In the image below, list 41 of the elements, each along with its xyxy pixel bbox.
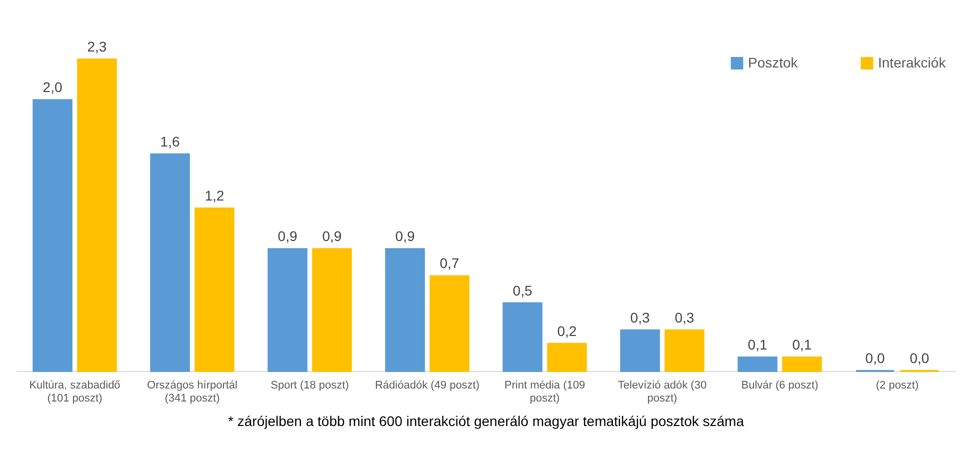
bar <box>385 248 425 372</box>
data-label: 0,1 <box>792 336 812 352</box>
data-label: 1,6 <box>160 133 180 150</box>
data-label: 0,9 <box>278 228 298 244</box>
legend-label: Interakciók <box>878 54 947 70</box>
bar <box>430 275 470 372</box>
bar <box>312 248 352 372</box>
data-label: 0,0 <box>910 350 930 366</box>
data-label: 0,5 <box>512 282 532 298</box>
bar <box>738 356 778 372</box>
x-tick-label: Kultúra, szabadidő (101 poszt) <box>29 380 120 404</box>
data-label: 0,0 <box>865 350 885 366</box>
bar <box>150 153 190 372</box>
data-label: 1,2 <box>204 188 224 204</box>
bar <box>664 329 704 372</box>
bar <box>194 208 234 372</box>
x-tick-label: Sport (18 poszt) <box>270 380 349 392</box>
x-tick-label: Print média (109 poszt) <box>504 380 586 404</box>
bar <box>502 302 542 372</box>
data-label: 0,9 <box>395 228 415 244</box>
bar <box>32 99 72 372</box>
x-tick-label: Rádióadók (49 poszt) <box>374 380 480 392</box>
text: * zárójelben a több mint 600 interakciót generáló magyar tematikájú posztok száma <box>228 413 744 429</box>
data-label: 0,3 <box>674 309 694 326</box>
data-label: 0,7 <box>440 255 460 272</box>
x-tick-label: Országos hírportál (341 poszt) <box>147 380 238 404</box>
bar <box>77 58 117 372</box>
x-tick-label: Bulvár (6 poszt) <box>741 380 818 392</box>
bar <box>268 248 308 372</box>
data-label: 0,1 <box>748 336 768 352</box>
bar <box>547 342 587 372</box>
data-label: 0,9 <box>322 228 342 244</box>
x-tick-label: Televízió adók (30 poszt) <box>618 380 707 404</box>
x-tick-label: (2 poszt) <box>876 380 919 392</box>
data-label: 2,0 <box>42 79 62 96</box>
data-label: 0,2 <box>557 322 577 339</box>
data-label: 0,3 <box>630 309 650 326</box>
bar <box>782 356 822 372</box>
bar <box>620 329 660 372</box>
legend-label: Posztok <box>748 54 799 70</box>
data-label: 2,3 <box>87 38 107 55</box>
